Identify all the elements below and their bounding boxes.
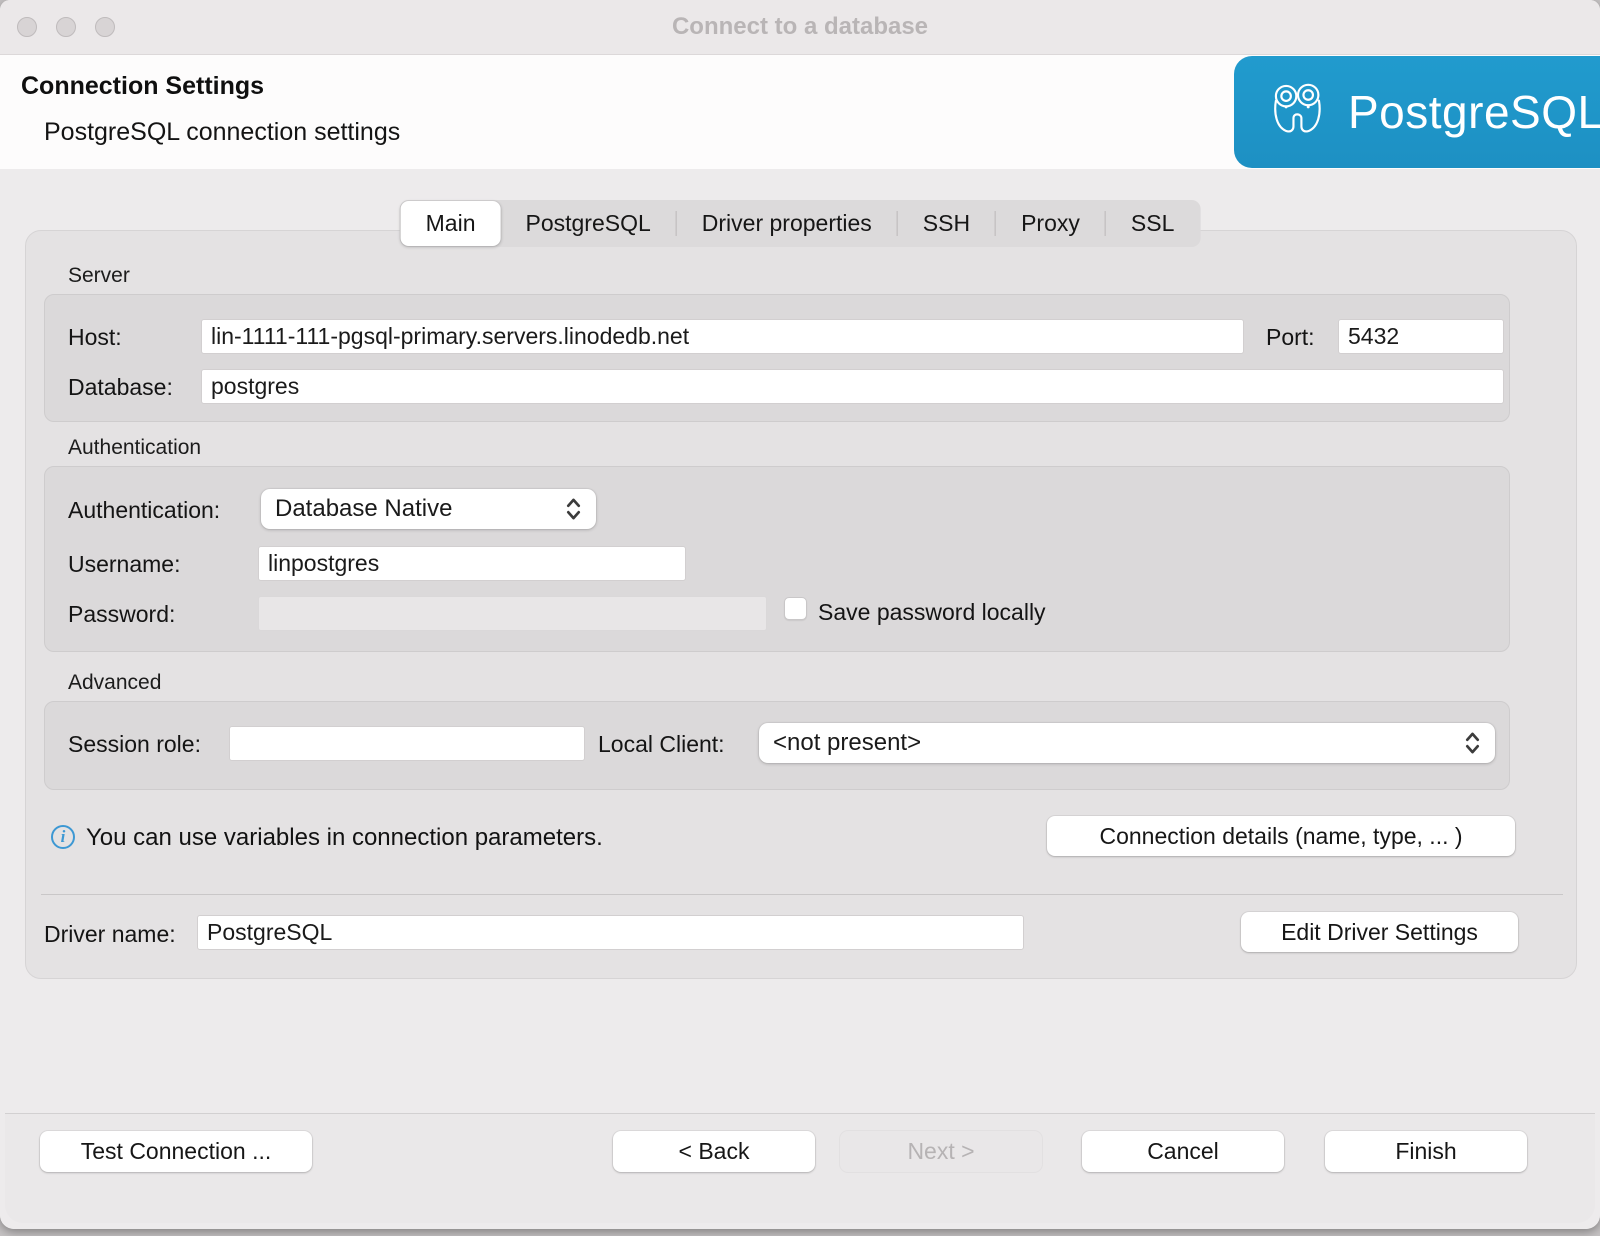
password-input[interactable] bbox=[258, 596, 767, 631]
database-input[interactable] bbox=[201, 369, 1504, 404]
postgresql-brand-badge: PostgreSQL bbox=[1234, 56, 1600, 168]
server-section-label: Server bbox=[68, 264, 130, 287]
advanced-section-label: Advanced bbox=[68, 671, 162, 694]
save-password-label: Save password locally bbox=[818, 599, 1046, 625]
wizard-header: Connection Settings PostgreSQL connectio… bbox=[0, 55, 1600, 169]
local-client-select[interactable]: <not present> bbox=[759, 723, 1495, 763]
connection-details-button[interactable]: Connection details (name, type, ... ) bbox=[1047, 816, 1515, 856]
edit-driver-settings-button[interactable]: Edit Driver Settings bbox=[1241, 912, 1518, 952]
variables-hint-text: You can use variables in connection para… bbox=[86, 824, 603, 851]
tab-proxy[interactable]: Proxy bbox=[1021, 210, 1080, 236]
host-input[interactable] bbox=[201, 319, 1244, 354]
port-label: Port: bbox=[1266, 324, 1315, 350]
authentication-section-label: Authentication bbox=[68, 436, 202, 459]
next-button[interactable]: Next > bbox=[840, 1131, 1042, 1172]
username-input[interactable] bbox=[258, 546, 686, 581]
tab-separator bbox=[675, 211, 677, 236]
password-label: Password: bbox=[68, 601, 176, 627]
tab-ssl[interactable]: SSL bbox=[1130, 210, 1175, 236]
session-role-label: Session role: bbox=[68, 731, 201, 757]
brand-label: PostgreSQL bbox=[1348, 86, 1600, 138]
authentication-method-value: Database Native bbox=[275, 495, 453, 522]
save-password-checkbox[interactable] bbox=[784, 597, 807, 620]
tab-driver-properties[interactable]: Driver properties bbox=[701, 210, 872, 236]
info-icon: i bbox=[51, 825, 75, 849]
tab-bar: Main PostgreSQL Driver properties SSH Pr… bbox=[399, 200, 1201, 247]
main-settings-panel: Server Host: Port: Database: Authenticat… bbox=[25, 230, 1577, 979]
close-button[interactable] bbox=[17, 17, 37, 37]
minimize-button[interactable] bbox=[56, 17, 76, 37]
window-title: Connect to a database bbox=[671, 13, 929, 40]
finish-button[interactable]: Finish bbox=[1325, 1131, 1527, 1172]
dialog-footer: Test Connection ... < Back Next > Cancel… bbox=[5, 1113, 1595, 1223]
session-role-input[interactable] bbox=[229, 726, 585, 761]
tab-ssh[interactable]: SSH bbox=[922, 210, 971, 236]
authentication-method-label: Authentication: bbox=[68, 497, 221, 523]
chevron-up-down-icon bbox=[565, 496, 582, 522]
page-title: Connection Settings bbox=[21, 72, 265, 100]
tab-separator bbox=[995, 211, 997, 236]
page-subtitle: PostgreSQL connection settings bbox=[44, 118, 401, 146]
driver-name-label: Driver name: bbox=[44, 921, 176, 947]
traffic-lights bbox=[17, 17, 115, 37]
driver-name-input[interactable] bbox=[197, 915, 1024, 950]
host-label: Host: bbox=[68, 324, 122, 350]
cancel-button[interactable]: Cancel bbox=[1082, 1131, 1284, 1172]
driver-divider bbox=[41, 894, 1563, 895]
test-connection-button[interactable]: Test Connection ... bbox=[40, 1131, 312, 1172]
title-bar: Connect to a database bbox=[0, 0, 1600, 55]
content-area: Main PostgreSQL Driver properties SSH Pr… bbox=[0, 170, 1600, 1229]
tab-separator bbox=[1104, 211, 1106, 236]
tab-separator bbox=[896, 211, 898, 236]
maximize-button[interactable] bbox=[95, 17, 115, 37]
authentication-method-select[interactable]: Database Native bbox=[261, 489, 596, 529]
local-client-label: Local Client: bbox=[598, 731, 725, 757]
postgresql-elephant-icon bbox=[1264, 78, 1332, 146]
username-label: Username: bbox=[68, 551, 181, 577]
tab-main[interactable]: Main bbox=[400, 201, 501, 246]
local-client-value: <not present> bbox=[773, 729, 922, 756]
back-button[interactable]: < Back bbox=[613, 1131, 815, 1172]
chevron-up-down-icon bbox=[1464, 730, 1481, 756]
tab-postgresql[interactable]: PostgreSQL bbox=[525, 210, 651, 236]
database-label: Database: bbox=[68, 374, 173, 400]
port-input[interactable] bbox=[1338, 319, 1504, 354]
